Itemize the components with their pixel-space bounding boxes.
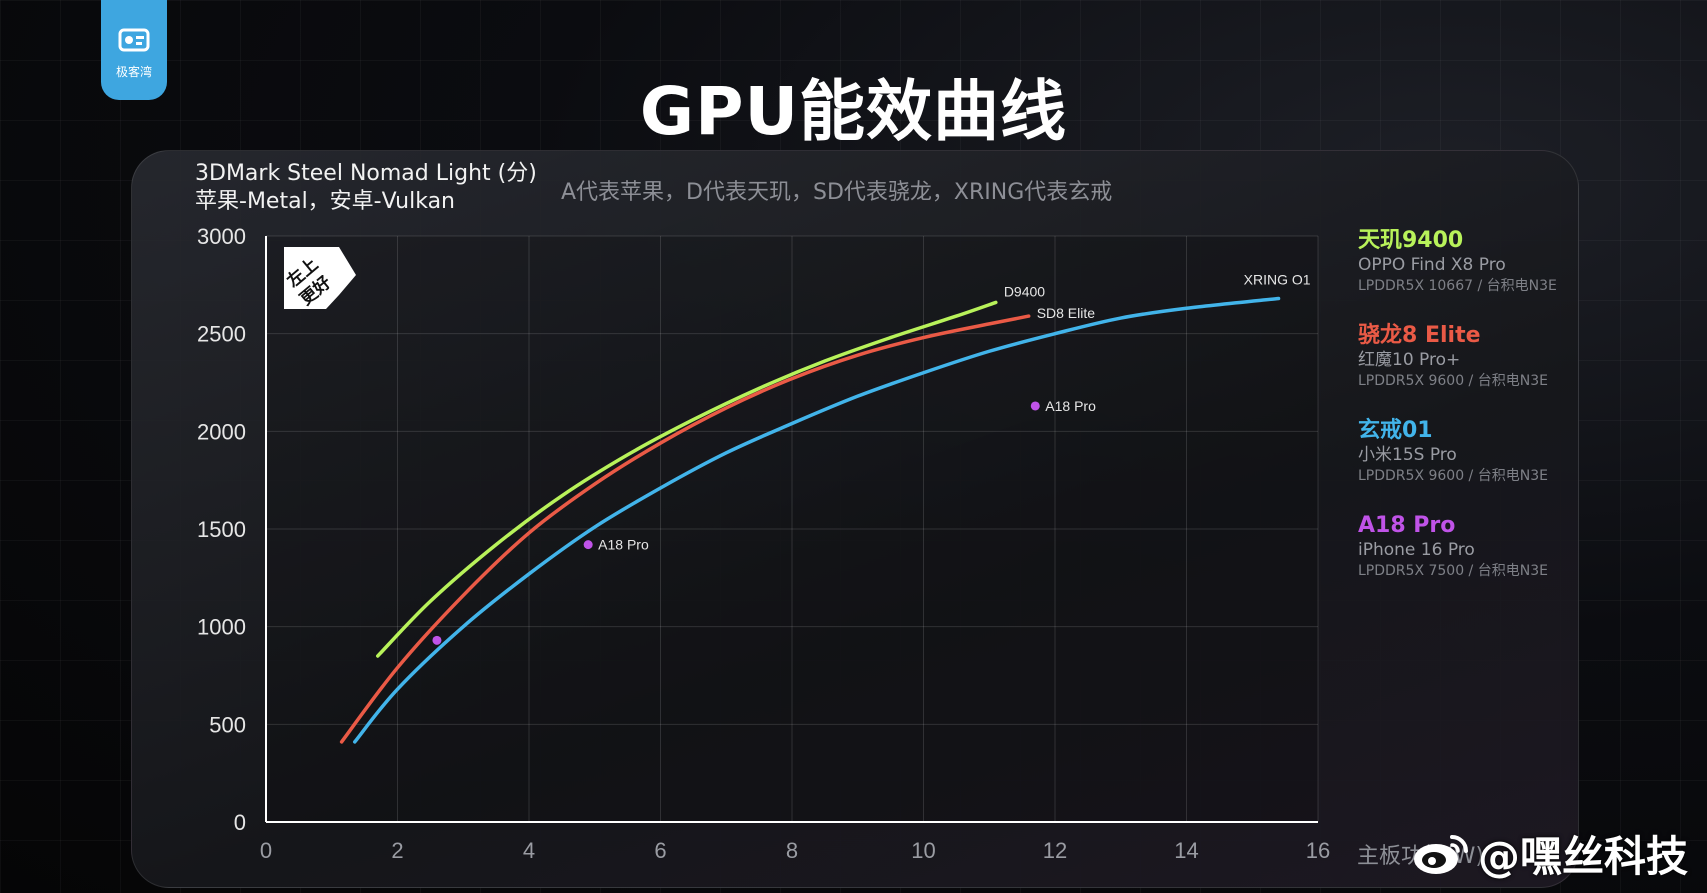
legend-device: OPPO Find X8 Pro xyxy=(1358,255,1506,275)
x-tick-label: 16 xyxy=(1306,838,1330,863)
series-line-xring-o1 xyxy=(353,296,1281,744)
chart-title-line1: 3DMark Steel Nomad Light (分) xyxy=(195,161,537,186)
x-tick-label: 14 xyxy=(1174,838,1198,863)
legend-name: 天玑9400 xyxy=(1358,228,1464,253)
point-label: A18 Pro xyxy=(1045,398,1096,414)
chart-title: 3DMark Steel Nomad Light (分) 苹果-Metal，安卓… xyxy=(195,160,537,216)
y-tick-label: 2000 xyxy=(197,419,246,444)
y-tick-label: 3000 xyxy=(197,224,246,249)
series-line-d9400 xyxy=(376,300,998,658)
x-tick-label: 6 xyxy=(654,838,666,863)
legend-memory: LPDDR5X 9600 / 台积电N3E xyxy=(1358,468,1548,484)
chart-panel xyxy=(131,150,1579,888)
legend-name: A18 Pro xyxy=(1358,513,1456,538)
plot-area xyxy=(266,236,1318,822)
y-tick-label: 2500 xyxy=(197,322,246,347)
legend-name: 玄戒01 xyxy=(1358,418,1433,443)
x-tick-label: 2 xyxy=(391,838,403,863)
page-title: GPU能效曲线 xyxy=(639,73,1068,150)
a18-pro-point xyxy=(432,635,442,645)
legend-memory: LPDDR5X 10667 / 台积电N3E xyxy=(1358,278,1557,294)
legend-name: 骁龙8 Elite xyxy=(1358,323,1481,348)
legend-item-sd8-elite: 骁龙8 Elite 红魔10 Pro+ LPDDR5X 9600 / 台积电N3… xyxy=(1358,323,1578,418)
series-end-label: D9400 xyxy=(1004,283,1045,299)
point-label: A18 Pro xyxy=(598,537,649,553)
series-end-label: XRING O1 xyxy=(1244,272,1311,288)
watermark-text: @嘿丝科技 xyxy=(1478,832,1689,881)
y-tick-label: 1000 xyxy=(197,615,246,640)
series-line-sd8-elite xyxy=(339,314,1031,744)
y-tick-label: 500 xyxy=(209,712,246,737)
brand-logo: 极客湾 xyxy=(101,0,167,100)
weibo-watermark: @嘿丝科技 xyxy=(1410,823,1688,884)
legend-item-a18-pro: A18 Pro iPhone 16 Pro LPDDR5X 7500 / 台积电… xyxy=(1358,513,1578,608)
y-tick-label: 0 xyxy=(234,810,246,835)
y-tick-label: 1500 xyxy=(197,517,246,542)
a18-pro-point xyxy=(583,540,593,550)
legend-device: iPhone 16 Pro xyxy=(1358,540,1475,560)
weibo-icon xyxy=(1414,834,1468,874)
legend-memory: LPDDR5X 7500 / 台积电N3E xyxy=(1358,563,1548,579)
a18-pro-point xyxy=(1030,401,1040,411)
x-tick-label: 0 xyxy=(260,838,272,863)
tv-logo-icon xyxy=(118,28,150,51)
x-tick-label: 12 xyxy=(1043,838,1067,863)
legend: 天玑9400 OPPO Find X8 Pro LPDDR5X 10667 / … xyxy=(1358,228,1578,608)
badge-shape xyxy=(284,247,356,309)
logo-text: 极客湾 xyxy=(115,64,152,79)
x-tick-label: 8 xyxy=(786,838,798,863)
legend-item-d9400: 天玑9400 OPPO Find X8 Pro LPDDR5X 10667 / … xyxy=(1358,228,1578,323)
legend-item-xring-o1: 玄戒01 小米15S Pro LPDDR5X 9600 / 台积电N3E xyxy=(1358,418,1578,513)
chart-title-line2: 苹果-Metal，安卓-Vulkan xyxy=(195,189,456,214)
x-tick-label: 4 xyxy=(523,838,535,863)
x-tick-label: 10 xyxy=(911,838,935,863)
abbreviation-note: A代表苹果，D代表天玑，SD代表骁龙，XRING代表玄戒 xyxy=(561,180,1113,205)
legend-device: 小米15S Pro xyxy=(1358,445,1457,465)
series-end-label: SD8 Elite xyxy=(1037,305,1096,321)
legend-memory: LPDDR5X 9600 / 台积电N3E xyxy=(1358,373,1548,389)
legend-device: 红魔10 Pro+ xyxy=(1358,350,1461,370)
